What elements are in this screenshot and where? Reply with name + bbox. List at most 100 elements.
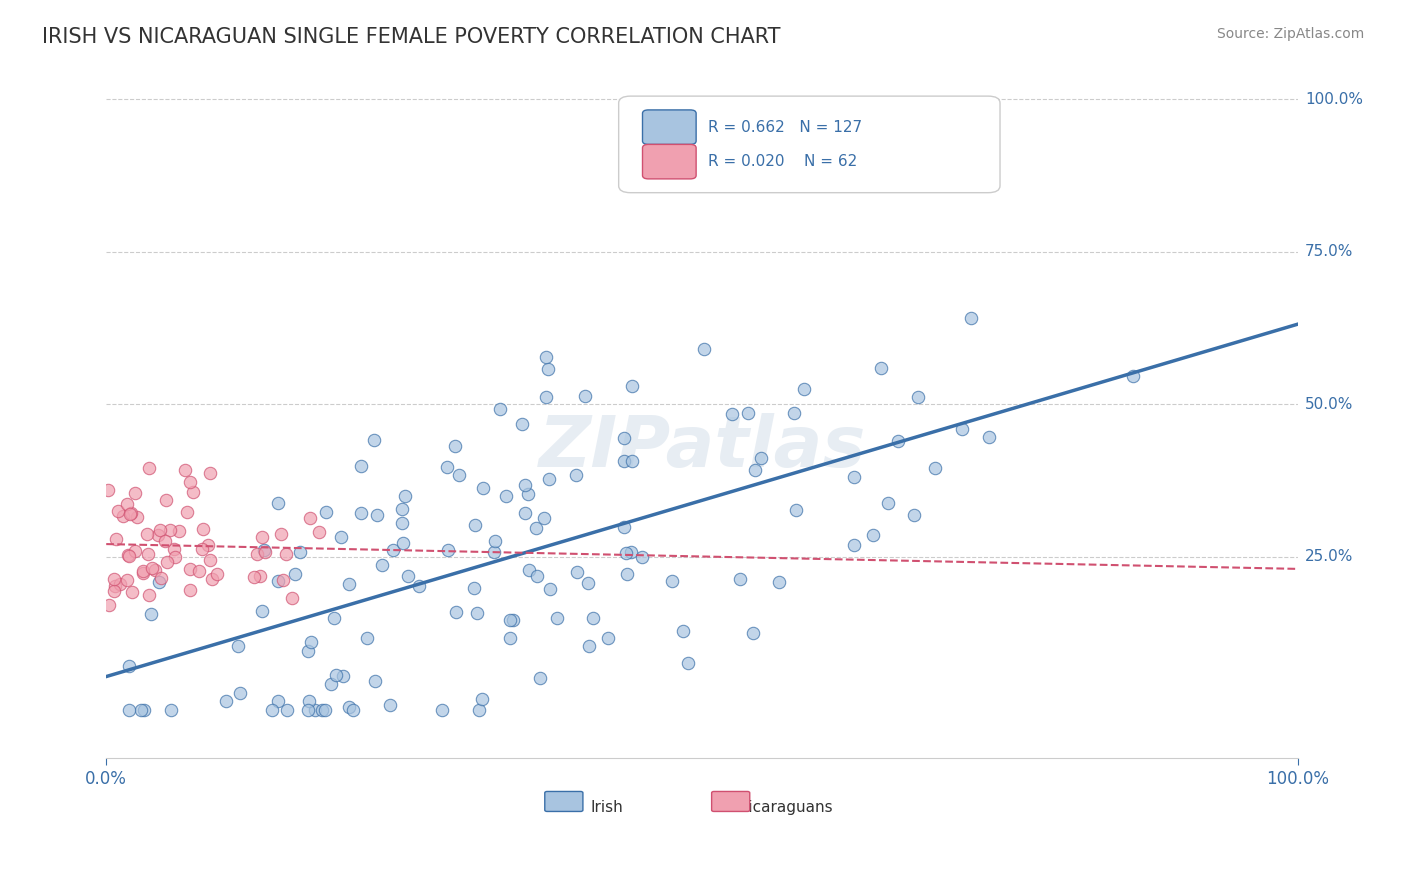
Point <box>564 467 586 482</box>
Point <box>181 484 204 499</box>
Point <box>363 433 385 447</box>
Point <box>266 574 288 589</box>
Point <box>907 390 929 404</box>
Point <box>613 431 636 445</box>
Point <box>783 406 806 420</box>
FancyBboxPatch shape <box>711 791 749 812</box>
Point <box>214 694 236 708</box>
Point <box>117 573 139 587</box>
Point <box>132 702 155 716</box>
Text: Source: ZipAtlas.com: Source: ZipAtlas.com <box>1216 27 1364 41</box>
Point <box>574 389 596 403</box>
Point <box>252 530 274 544</box>
Point <box>103 572 125 586</box>
Point <box>267 694 290 708</box>
Point <box>270 527 292 541</box>
Point <box>290 545 312 559</box>
Point <box>744 463 766 477</box>
FancyBboxPatch shape <box>619 96 1000 193</box>
Point <box>274 547 297 561</box>
Point <box>304 702 326 716</box>
Point <box>488 402 510 417</box>
Point <box>517 564 540 578</box>
Point <box>249 569 271 583</box>
Point <box>538 582 561 597</box>
Point <box>132 564 155 578</box>
Point <box>187 564 209 578</box>
Point <box>382 543 405 558</box>
Point <box>191 522 214 536</box>
Point <box>120 507 142 521</box>
Point <box>371 558 394 573</box>
Point <box>148 523 170 537</box>
Point <box>862 528 884 542</box>
Point <box>533 511 555 525</box>
Point <box>243 570 266 584</box>
Point <box>672 624 695 638</box>
Point <box>254 545 277 559</box>
Point <box>366 508 388 523</box>
Point <box>149 571 172 585</box>
Point <box>536 350 558 364</box>
Point <box>205 567 228 582</box>
Point <box>484 545 506 559</box>
Point <box>524 521 547 535</box>
Point <box>159 702 181 716</box>
Point <box>153 533 176 548</box>
Point <box>143 563 166 577</box>
Point <box>124 543 146 558</box>
Point <box>842 538 865 552</box>
Point <box>449 467 471 482</box>
Point <box>396 569 419 583</box>
Point <box>163 541 186 556</box>
Point <box>676 656 699 670</box>
Point <box>526 569 548 583</box>
Point <box>262 702 284 716</box>
Point <box>118 658 141 673</box>
Point <box>394 489 416 503</box>
Point <box>141 607 163 621</box>
Point <box>960 310 983 325</box>
Point <box>298 693 321 707</box>
Point <box>950 422 973 436</box>
Point <box>167 524 190 538</box>
Point <box>299 635 322 649</box>
Point <box>298 510 321 524</box>
Point <box>138 461 160 475</box>
Point <box>661 574 683 589</box>
Point <box>502 613 524 627</box>
Point <box>179 475 201 489</box>
Point <box>1122 368 1144 383</box>
Point <box>314 702 336 716</box>
Point <box>163 549 186 564</box>
Point <box>363 674 385 689</box>
Text: Nicaraguans: Nicaraguans <box>738 800 834 814</box>
Point <box>148 575 170 590</box>
Point <box>297 643 319 657</box>
Point <box>513 506 536 520</box>
Point <box>141 561 163 575</box>
Text: 50.0%: 50.0% <box>1305 397 1353 412</box>
Point <box>138 589 160 603</box>
Point <box>271 573 294 587</box>
Point <box>104 532 127 546</box>
Point <box>191 541 214 556</box>
Point <box>323 610 346 624</box>
Text: 75.0%: 75.0% <box>1305 244 1353 260</box>
Text: R = 0.020    N = 62: R = 0.020 N = 62 <box>709 154 858 169</box>
Point <box>576 576 599 591</box>
Point <box>567 566 589 580</box>
Point <box>721 407 744 421</box>
Point <box>631 549 654 564</box>
Point <box>887 434 910 449</box>
Point <box>200 572 222 586</box>
Point <box>614 546 637 560</box>
Point <box>785 503 807 517</box>
Text: ZIPatlas: ZIPatlas <box>538 413 866 483</box>
Point <box>135 527 157 541</box>
Point <box>578 639 600 653</box>
Point <box>408 579 430 593</box>
Point <box>467 607 489 621</box>
Point <box>179 582 201 597</box>
Point <box>515 478 537 492</box>
